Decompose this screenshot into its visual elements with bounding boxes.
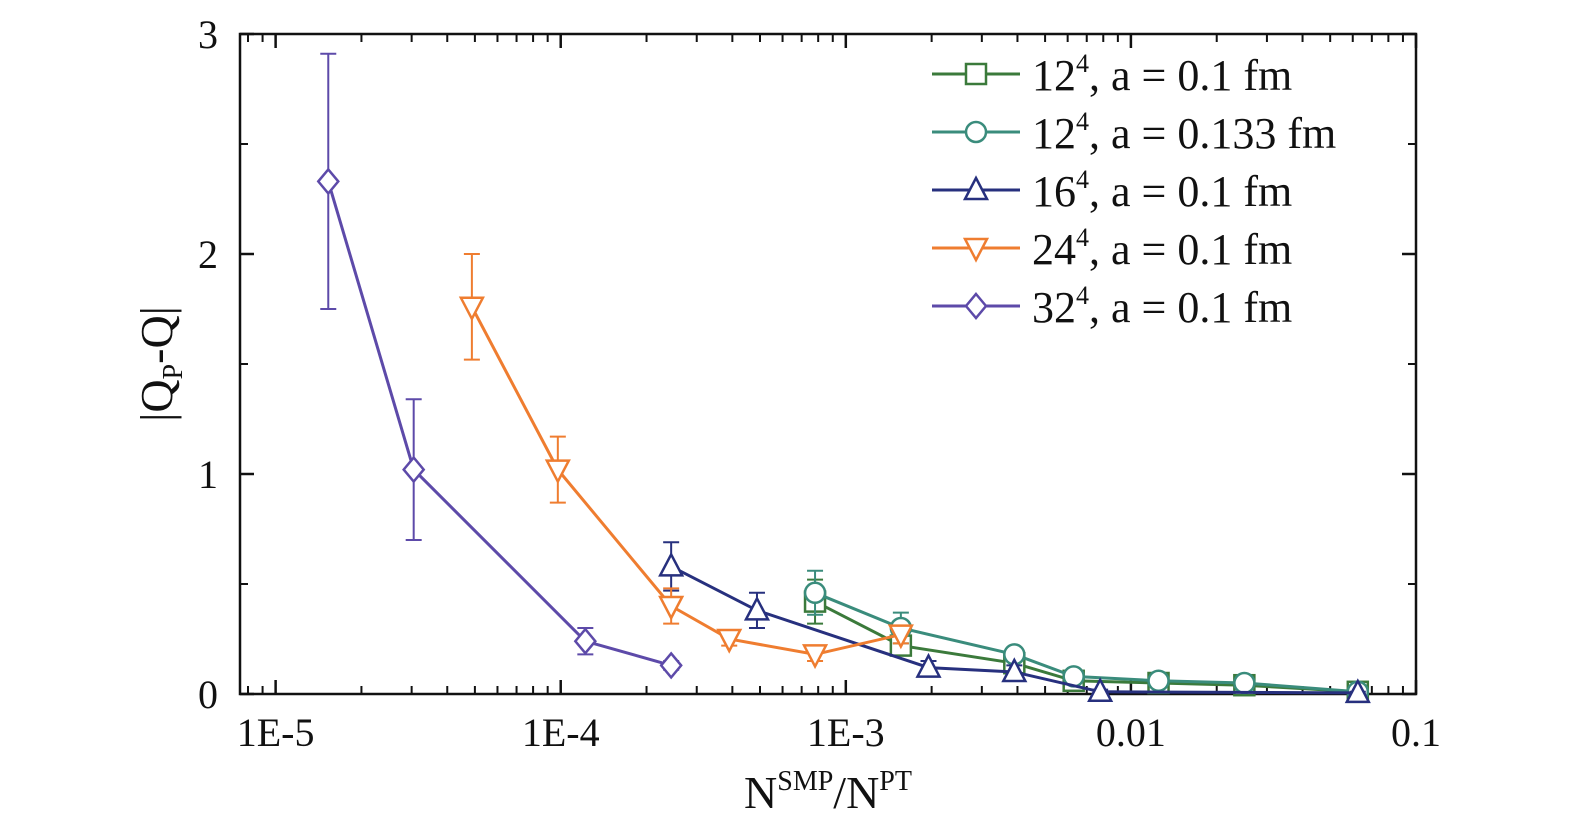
series-layer: [316, 52, 1371, 704]
series-3: [658, 541, 1371, 704]
legend-label: 124, a = 0.1 fm: [1032, 49, 1292, 100]
x-tick-label: 1E-3: [807, 710, 885, 755]
x-tick-label: 0.01: [1096, 710, 1166, 755]
legend-label: 164, a = 0.1 fm: [1032, 165, 1292, 216]
data-point: [887, 624, 914, 650]
y-tick-label: 1: [198, 452, 218, 497]
y-tick-label: 3: [198, 12, 218, 57]
data-point: [458, 296, 485, 322]
series-line: [470, 306, 902, 656]
series-5: [316, 52, 683, 680]
x-tick-label: 1E-4: [522, 710, 600, 755]
y-tick-label: 2: [198, 232, 218, 277]
legend-label: 244, a = 0.1 fm: [1032, 223, 1292, 274]
data-point: [402, 455, 426, 484]
data-point: [803, 581, 827, 605]
series-line: [326, 180, 672, 667]
legend-marker: [964, 62, 988, 86]
x-tick-label: 0.1: [1391, 710, 1441, 755]
data-point: [1344, 678, 1371, 704]
x-tick-label: 1E-5: [237, 710, 315, 755]
y-tick-label: 0: [198, 672, 218, 717]
legend-marker: [964, 292, 988, 320]
data-point: [915, 652, 942, 678]
data-point: [659, 651, 683, 680]
data-point: [1147, 669, 1170, 693]
data-point: [544, 459, 571, 485]
x-axis-label: NSMP/NPT: [744, 766, 912, 818]
legend-item-2: 124, a = 0.133 fm: [932, 107, 1336, 158]
data-point: [1087, 677, 1114, 703]
legend-marker: [964, 120, 988, 144]
legend-item-3: 164, a = 0.1 fm: [932, 165, 1292, 216]
legend-marker: [962, 237, 990, 263]
data-point: [716, 628, 743, 654]
series-1: [803, 578, 1370, 704]
y-axis-label: |QP-Q|: [131, 306, 189, 422]
legend: 124, a = 0.1 fm 124, a = 0.133 fm 164, a =…: [932, 49, 1336, 332]
legend-marker: [962, 175, 990, 201]
data-point: [743, 595, 771, 621]
legend-item-1: 124, a = 0.1 fm: [932, 49, 1292, 100]
series-line: [670, 565, 1358, 695]
data-point: [658, 595, 685, 621]
series-4: [458, 253, 914, 670]
data-point: [801, 644, 829, 670]
data-point: [573, 627, 597, 656]
data-point: [316, 167, 340, 196]
legend-label: 124, a = 0.133 fm: [1032, 107, 1336, 158]
legend-label: 324, a = 0.1 fm: [1032, 281, 1292, 332]
data-point: [1233, 671, 1256, 695]
axis-ticks: 1E-5 1E-4 1E-3 0.01 0.1 0 1 2 3: [198, 12, 1441, 755]
data-point: [658, 551, 685, 577]
legend-item-5: 324, a = 0.1 fm: [932, 281, 1292, 332]
legend-item-4: 244, a = 0.1 fm: [932, 223, 1292, 274]
data-point: [1001, 657, 1028, 683]
